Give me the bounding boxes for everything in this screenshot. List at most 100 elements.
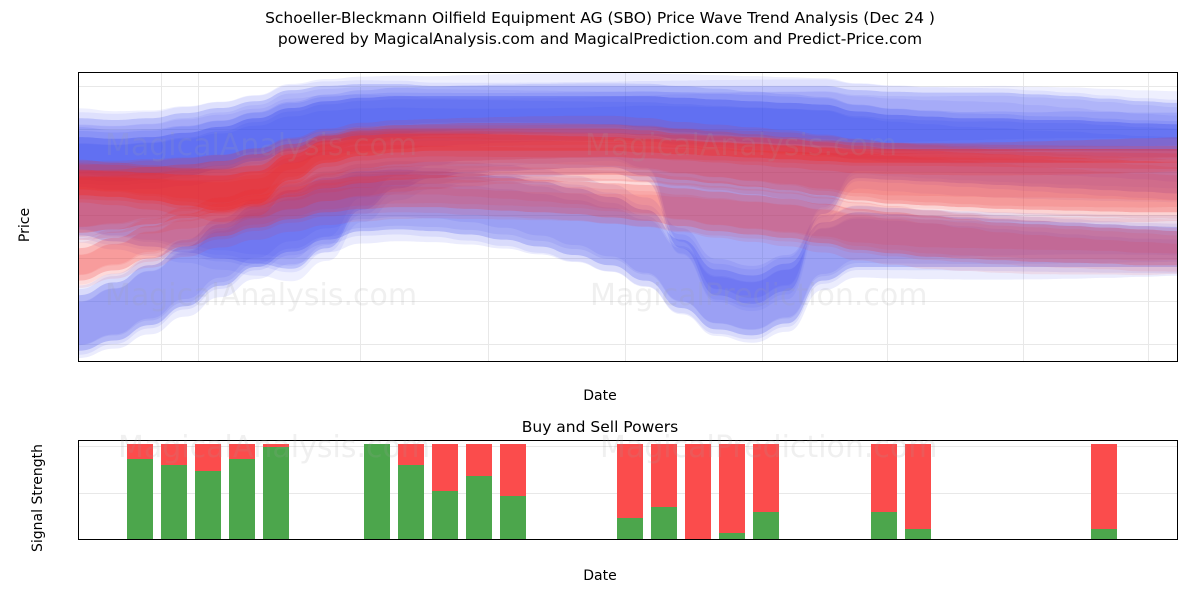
price-gridline-v [625,73,626,361]
bar-segment-buy [753,512,779,539]
title-line-2: powered by MagicalAnalysis.com and Magic… [277,30,923,48]
wave-band-0-3 [79,73,1177,298]
price-x-tick [161,361,162,362]
signal-bar[interactable] [195,441,221,539]
wave-band-4-2 [79,136,1177,214]
bar-segment-sell [398,443,424,465]
wave-band-2-0 [79,169,1177,351]
wave-band-0-4 [79,91,1177,312]
signal-bar[interactable] [500,441,526,539]
price-y-tick [78,215,79,216]
bar-segment-sell [195,443,221,472]
price-gridline-h [79,214,1177,216]
signal-bar[interactable] [466,441,492,539]
wave-band-4-3 [79,122,1177,203]
wave-band-4-1 [79,130,1177,208]
bar-segment-buy [617,518,643,539]
bar-segment-buy [466,476,492,539]
wave-band-5-3 [79,165,1177,275]
signal-y-axis-label: Signal Strength [30,443,47,553]
signal-bar[interactable] [617,441,643,539]
price-x-tick [762,361,763,362]
price-y-tick [78,129,79,130]
bar-segment-buy [651,506,677,539]
wave-band-0-0 [79,84,1177,304]
bar-segment-buy [195,471,221,539]
title-line-1: Schoeller-Bleckmann Oilfield Equipment A… [265,9,935,27]
wave-band-3-1 [79,124,1177,228]
wave-band-5-0 [79,174,1177,281]
price-x-axis-label: Date [583,388,617,404]
signal-bar[interactable] [161,441,187,539]
signal-x-axis-label: Date [583,568,617,584]
price-gridline-h [79,258,1177,259]
price-gridline-v [1148,73,1149,361]
wave-band-5-1 [79,171,1177,276]
signal-x-tick [951,539,952,540]
wave-band-4-4 [79,145,1177,222]
wave-band-3-0 [79,128,1177,233]
bar-segment-sell [1091,443,1117,530]
signal-bar[interactable] [651,441,677,539]
signal-bar[interactable] [753,441,779,539]
signal-bar[interactable] [685,441,711,539]
price-y-axis-label: Price [17,207,34,243]
signal-bar[interactable] [719,441,745,539]
signal-x-tick [546,539,547,540]
wave-band-2-2 [79,172,1177,355]
wave-band-3-2 [79,131,1177,237]
signal-x-tick [276,539,277,540]
bar-segment-buy [500,496,526,539]
price-y-tick [78,344,79,345]
price-wave-bands [79,73,1177,358]
signal-y-tick [78,446,79,447]
bar-segment-sell [161,443,187,465]
signal-bar[interactable] [432,441,458,539]
bar-segment-buy [127,459,153,539]
bar-segment-buy [263,446,289,539]
signal-bar[interactable] [905,441,931,539]
signal-bar[interactable] [229,441,255,539]
price-gridline-v [161,73,162,361]
bar-segment-sell [685,443,711,539]
bar-segment-sell [263,443,289,447]
wave-band-3-3 [79,115,1177,227]
price-x-tick [360,361,361,362]
price-gridline-h [79,301,1177,303]
wave-band-5-4 [79,186,1177,288]
wave-band-5-2 [79,177,1177,285]
signal-bar[interactable] [871,441,897,539]
bar-segment-buy [905,529,931,539]
price-wave-plot: 26.026.527.027.528.028.529.02025-11-2920… [78,72,1178,362]
page-title: Schoeller-Bleckmann Oilfield Equipment A… [0,8,1200,50]
wave-band-1-3 [79,83,1177,176]
price-x-tick [887,361,888,362]
signal-x-tick [1086,539,1087,540]
price-gridline-h [79,85,1177,87]
price-gridline-v [762,73,763,361]
bar-segment-sell [651,443,677,507]
price-gridline-h [79,344,1177,346]
price-y-tick [78,86,79,87]
price-y-tick [78,301,79,302]
signal-bar[interactable] [398,441,424,539]
price-gridline-v [360,73,361,361]
wave-band-1-0 [79,96,1177,182]
price-gridline-v [488,73,489,361]
wave-band-3-4 [79,139,1177,241]
signal-bar[interactable] [364,441,390,539]
wave-band-2-3 [79,161,1177,345]
buy-sell-powers-plot: 0.00.51.02025-12-012025-12-052025-12-092… [78,440,1178,540]
bar-segment-buy [398,464,424,539]
wave-band-1-1 [79,91,1177,177]
bar-segment-sell [432,443,458,492]
signal-bar[interactable] [263,441,289,539]
signal-bar[interactable] [127,441,153,539]
wave-band-1-2 [79,99,1177,186]
bar-segment-sell [905,443,931,530]
price-gridline-h [79,171,1177,173]
signal-x-tick [816,539,817,540]
signal-bar[interactable] [1091,441,1117,539]
price-gridline-h [79,128,1177,130]
price-x-tick [198,361,199,362]
